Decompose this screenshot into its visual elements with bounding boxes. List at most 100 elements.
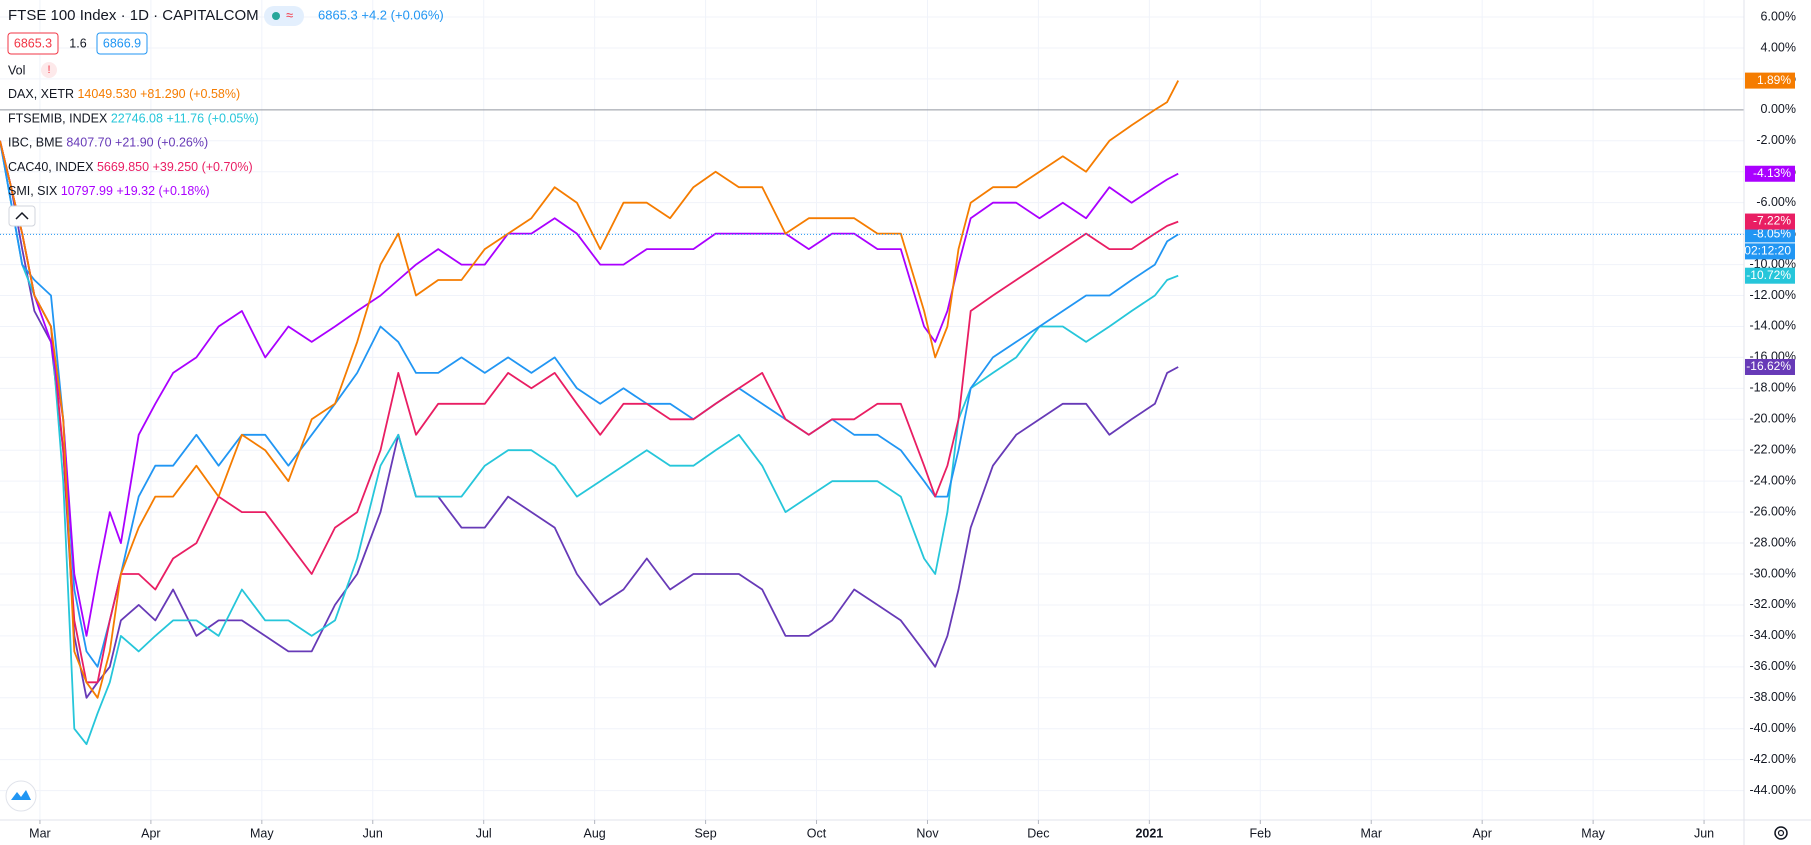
collapse-arrow: [15, 211, 29, 220]
x-tick-label: Feb: [1250, 826, 1272, 840]
series-line: [0, 140, 1179, 699]
x-tick-label: Mar: [29, 826, 51, 840]
bid: 6865.3: [14, 36, 52, 50]
collapse-button[interactable]: [8, 205, 36, 227]
series-line: [0, 140, 1179, 637]
price-tag-label: -4.13%: [1753, 166, 1791, 180]
legend-change: +39.250 (+0.70%): [153, 160, 253, 174]
price-tag: [1745, 267, 1795, 284]
x-tick-label: Sep: [694, 826, 716, 840]
price-tag: [1745, 165, 1795, 182]
price-tag-label: -7.22%: [1753, 214, 1791, 228]
gear-hub: [1777, 829, 1785, 837]
y-tick-label: -18.00%: [1749, 381, 1796, 395]
y-tick-label: -42.00%: [1749, 752, 1796, 766]
x-tick-label: Jun: [1694, 826, 1714, 840]
legend-price: 5669.850: [97, 160, 149, 174]
y-tick-label: -20.00%: [1749, 412, 1796, 426]
legend-price: 14049.530: [77, 87, 136, 101]
chart-title: FTSE 100 Index · 1D · CAPITALCOM: [8, 7, 259, 24]
spread: 1.6: [69, 36, 86, 50]
y-tick-label: -40.00%: [1749, 721, 1796, 735]
y-tick-label: -10.00%: [1749, 257, 1796, 271]
settings-button[interactable]: [1774, 826, 1788, 840]
y-tick-label: -2.00%: [1756, 133, 1796, 147]
ask: 6866.9: [103, 36, 141, 50]
quote: 6865.3 +4.2 (+0.06%): [318, 7, 444, 22]
symbol: FTSE 100 Index: [8, 7, 117, 24]
x-tick-label: Nov: [916, 826, 939, 840]
y-tick-label: -12.00%: [1749, 288, 1796, 302]
price-tag-label: 1.89%: [1757, 73, 1791, 87]
x-tick-label: Apr: [1472, 826, 1491, 840]
x-tick-label: 2021: [1135, 826, 1163, 840]
legend-change: +19.32 (+0.18%): [116, 184, 209, 198]
countdown-tag: [1745, 243, 1795, 260]
legend-name: SMI, SIX: [8, 184, 58, 198]
series-line: [0, 140, 1179, 684]
legend-change: +81.290 (+0.58%): [140, 87, 240, 101]
legend-entry[interactable]: DAX, XETR 14049.530 +81.290 (+0.58%): [8, 87, 240, 101]
gear: [1774, 826, 1788, 840]
legend: FTSE 100 Index · 1D · CAPITALCOM ≈ 6865.…: [7, 6, 444, 227]
legend-entry[interactable]: CAC40, INDEX 5669.850 +39.250 (+0.70%): [8, 160, 253, 174]
legend-name: FTSEMIB, INDEX: [8, 112, 108, 126]
y-tick-label: 6.00%: [1761, 9, 1796, 23]
warning-icon[interactable]: [41, 62, 57, 78]
legend-name: IBC, BME: [8, 136, 63, 150]
logo: [11, 790, 31, 800]
legend-price: 22746.08: [111, 112, 163, 126]
warning-mark: !: [47, 64, 50, 76]
legend-price: 10797.99: [61, 184, 113, 198]
interval: · 1D · CAPITALCOM: [121, 7, 259, 24]
x-tick-label: Oct: [807, 826, 827, 840]
price-tag-label: -8.05%: [1753, 227, 1791, 241]
grid: [0, 0, 1744, 820]
x-tick-label: Jul: [476, 826, 492, 840]
legend-name: CAC40, INDEX: [8, 160, 94, 174]
bid-box[interactable]: [7, 32, 59, 55]
x-tick-label: Apr: [141, 826, 160, 840]
y-tick-label: -44.00%: [1749, 783, 1796, 797]
y-tick-label: -6.00%: [1756, 195, 1796, 209]
countdown: 02:12:20: [1744, 244, 1791, 258]
x-tick-label: Mar: [1360, 826, 1382, 840]
vol-label: Vol: [8, 63, 25, 77]
legend-change: +11.76 (+0.05%): [166, 112, 258, 126]
x-tick-label: Jun: [363, 826, 383, 840]
y-tick-label: 0.00%: [1761, 102, 1796, 116]
lines: [0, 80, 1744, 746]
series-line: [0, 80, 1179, 699]
price-tag: [1745, 72, 1795, 89]
legend-price: 8407.70: [66, 136, 111, 150]
y-tick-label: 4.00%: [1761, 40, 1796, 54]
logo-button[interactable]: [5, 780, 37, 812]
x-tick-label: Dec: [1027, 826, 1049, 840]
price-tag: [1745, 213, 1795, 230]
y-tick-label: -26.00%: [1749, 504, 1796, 518]
y-tick-label: -34.00%: [1749, 628, 1796, 642]
y-tick-label: -36.00%: [1749, 659, 1796, 673]
x-tick-label: May: [1581, 826, 1605, 840]
y-tick-label: -38.00%: [1749, 690, 1796, 704]
price-tag: [1745, 226, 1795, 243]
legend-entry[interactable]: IBC, BME 8407.70 +21.90 (+0.26%): [8, 136, 208, 150]
legend-entry[interactable]: FTSEMIB, INDEX 22746.08 +11.76 (+0.05%): [8, 112, 259, 126]
status-badge[interactable]: [264, 6, 304, 26]
price-tag-label: -10.72%: [1746, 268, 1791, 282]
y-tick-label: -28.00%: [1749, 535, 1796, 549]
legend-change: +21.90 (+0.26%): [115, 136, 208, 150]
market-dot: [272, 12, 280, 20]
y-tick-label: -32.00%: [1749, 597, 1796, 611]
y-tick-label: -14.00%: [1749, 319, 1796, 333]
price-tag: [1745, 358, 1795, 375]
badge-icon: ≈: [286, 7, 293, 22]
ask-box[interactable]: [96, 32, 148, 55]
legend-entry[interactable]: SMI, SIX 10797.99 +19.32 (+0.18%): [8, 184, 210, 198]
x-tick-label: Aug: [584, 826, 606, 840]
y-tick-label: -22.00%: [1749, 443, 1796, 457]
series-line: [0, 140, 1179, 668]
